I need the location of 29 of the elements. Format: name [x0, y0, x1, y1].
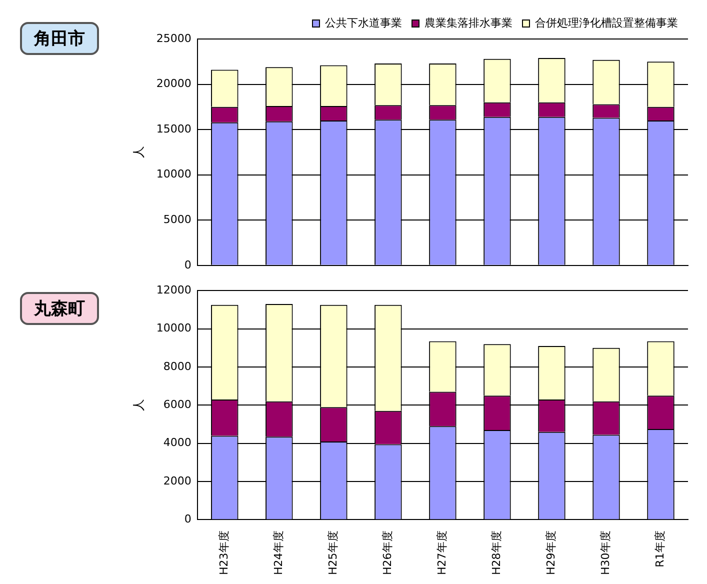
y-tick-label: 12000 — [156, 283, 192, 296]
y-tick-label: 6000 — [163, 398, 192, 412]
x-tick-label: H25年度 — [326, 530, 340, 576]
text: 角田市 — [20, 22, 99, 55]
x-tick-label: H27年度 — [436, 530, 449, 576]
x-tick-label: H24年度 — [272, 530, 286, 576]
y-tick-label: 4000 — [163, 436, 192, 450]
x-tick-label: H28年度 — [490, 530, 504, 576]
y-tick-label: 5000 — [163, 212, 192, 226]
y-axis-title: 人 — [131, 399, 146, 412]
x-tick-label: H29年度 — [544, 530, 558, 576]
x-tick-label: H26年度 — [381, 530, 394, 576]
y-tick-label: 2000 — [163, 474, 192, 488]
x-tick-label: H30年度 — [599, 530, 612, 576]
legend-label: 農業集落排水事業 — [424, 16, 512, 30]
y-tick-label: 0 — [184, 512, 192, 526]
y-axis-title: 人 — [131, 146, 146, 158]
y-tick-label: 8000 — [163, 360, 192, 373]
x-tick-label: H23年度 — [218, 530, 231, 576]
y-tick-label: 10000 — [156, 322, 192, 335]
y-tick-label: 15000 — [156, 122, 192, 136]
x-tick-label: R1年度 — [654, 530, 667, 568]
y-tick-label: 20000 — [156, 77, 192, 90]
text: 丸森町 — [20, 292, 99, 325]
y-tick-label: 0 — [184, 258, 192, 272]
legend-label: 公共下水道事業 — [325, 16, 402, 30]
legend-label: 合併処理浄化槽設置整備事業 — [535, 16, 678, 30]
y-tick-label: 25000 — [156, 32, 192, 45]
y-tick-label: 10000 — [156, 168, 192, 181]
